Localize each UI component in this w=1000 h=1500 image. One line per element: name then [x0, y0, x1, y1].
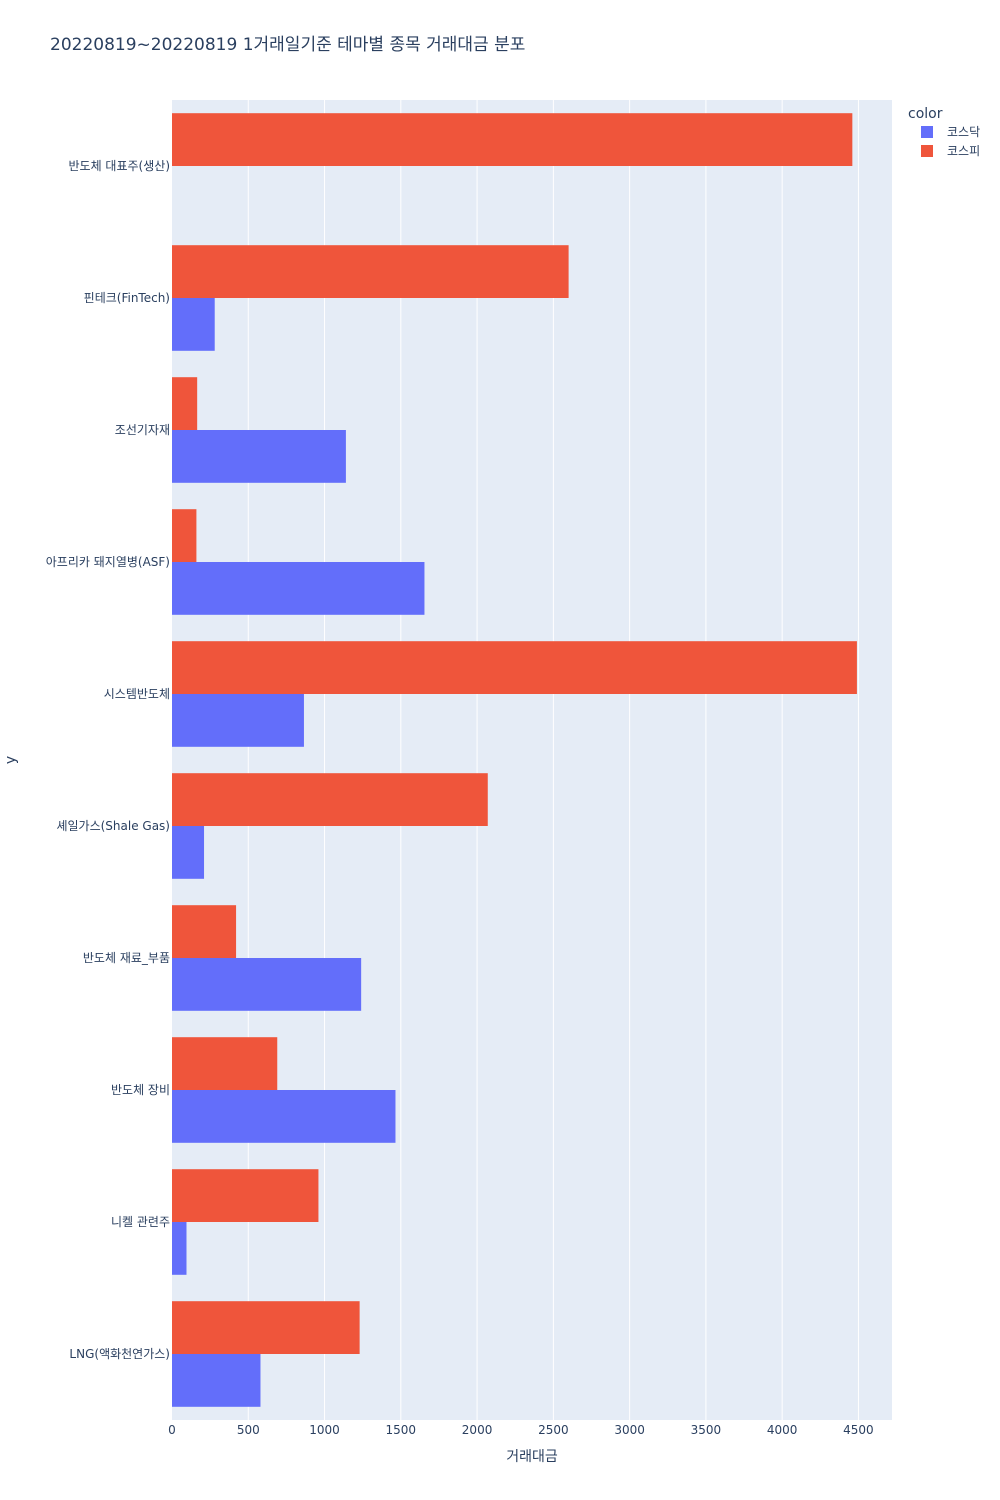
x-tick-label: 2000	[462, 1423, 493, 1437]
bar-kospi[interactable]	[172, 113, 853, 166]
x-tick-label: 500	[237, 1423, 260, 1437]
x-axis-title: 거래대금	[506, 1449, 558, 1465]
bar-kosdaq[interactable]	[172, 1222, 187, 1275]
bar-kospi[interactable]	[172, 1037, 278, 1090]
legend-title: color	[908, 106, 943, 122]
x-tick-label: 1500	[386, 1423, 417, 1437]
bar-kosdaq[interactable]	[172, 298, 215, 351]
bar-kospi[interactable]	[172, 1169, 319, 1222]
y-tick-label: 아프리카 돼지열병(ASF)	[46, 555, 170, 569]
bar-kospi[interactable]	[172, 641, 857, 694]
bar-kosdaq[interactable]	[172, 1090, 396, 1143]
x-tick-label: 3500	[691, 1423, 722, 1437]
legend-label: 코스피	[947, 144, 980, 158]
y-tick-label: 조선기자재	[115, 423, 170, 437]
bar-kospi[interactable]	[172, 1301, 360, 1354]
legend-swatch	[921, 145, 933, 157]
chart-title: 20220819~20220819 1거래일기준 테마별 종목 거래대금 분포	[50, 35, 525, 55]
y-tick-label: 니켈 관련주	[111, 1215, 170, 1229]
bars	[172, 113, 857, 1407]
axis-ticks: 0 500 1000 1500 2000 2500 3000 3500 4000 4500 반도체 …	[46, 159, 874, 1437]
bar-kosdaq[interactable]	[172, 562, 425, 615]
bar-kosdaq[interactable]	[172, 826, 205, 879]
y-tick-label: LNG(액화천연가스)	[69, 1346, 170, 1361]
bar-kosdaq[interactable]	[172, 958, 362, 1011]
x-tick-label: 3000	[614, 1423, 645, 1437]
legend-item[interactable]: 코스피	[921, 144, 980, 158]
y-tick-label: 핀테크(FinTech)	[84, 291, 170, 305]
bar-kospi[interactable]	[172, 377, 198, 430]
bar-kosdaq[interactable]	[172, 1354, 261, 1407]
y-axis-title: y	[3, 756, 19, 764]
y-tick-label: 시스템반도체	[104, 687, 170, 701]
y-tick-label: 반도체 재료_부품	[83, 951, 170, 965]
y-tick-label: 셰일가스(Shale Gas)	[56, 819, 170, 833]
y-tick-label: 반도체 장비	[111, 1083, 170, 1097]
bar-kospi[interactable]	[172, 245, 569, 298]
bar-kospi[interactable]	[172, 773, 488, 826]
y-tick-label: 반도체 대표주(생산)	[69, 159, 171, 173]
bar-kosdaq[interactable]	[172, 694, 304, 747]
legend-item[interactable]: 코스닥	[921, 125, 980, 139]
x-tick-label: 1000	[309, 1423, 340, 1437]
gridlines	[247, 100, 859, 1420]
legend-label: 코스닥	[947, 125, 980, 139]
bar-kospi[interactable]	[172, 905, 237, 958]
bar-kospi[interactable]	[172, 509, 197, 562]
x-tick-label: 2500	[538, 1423, 569, 1437]
bar-kosdaq[interactable]	[172, 430, 346, 483]
x-tick-label: 4500	[843, 1423, 874, 1437]
x-tick-label: 4000	[767, 1423, 798, 1437]
x-tick-label: 0	[168, 1423, 176, 1437]
legend-swatch	[921, 126, 933, 138]
